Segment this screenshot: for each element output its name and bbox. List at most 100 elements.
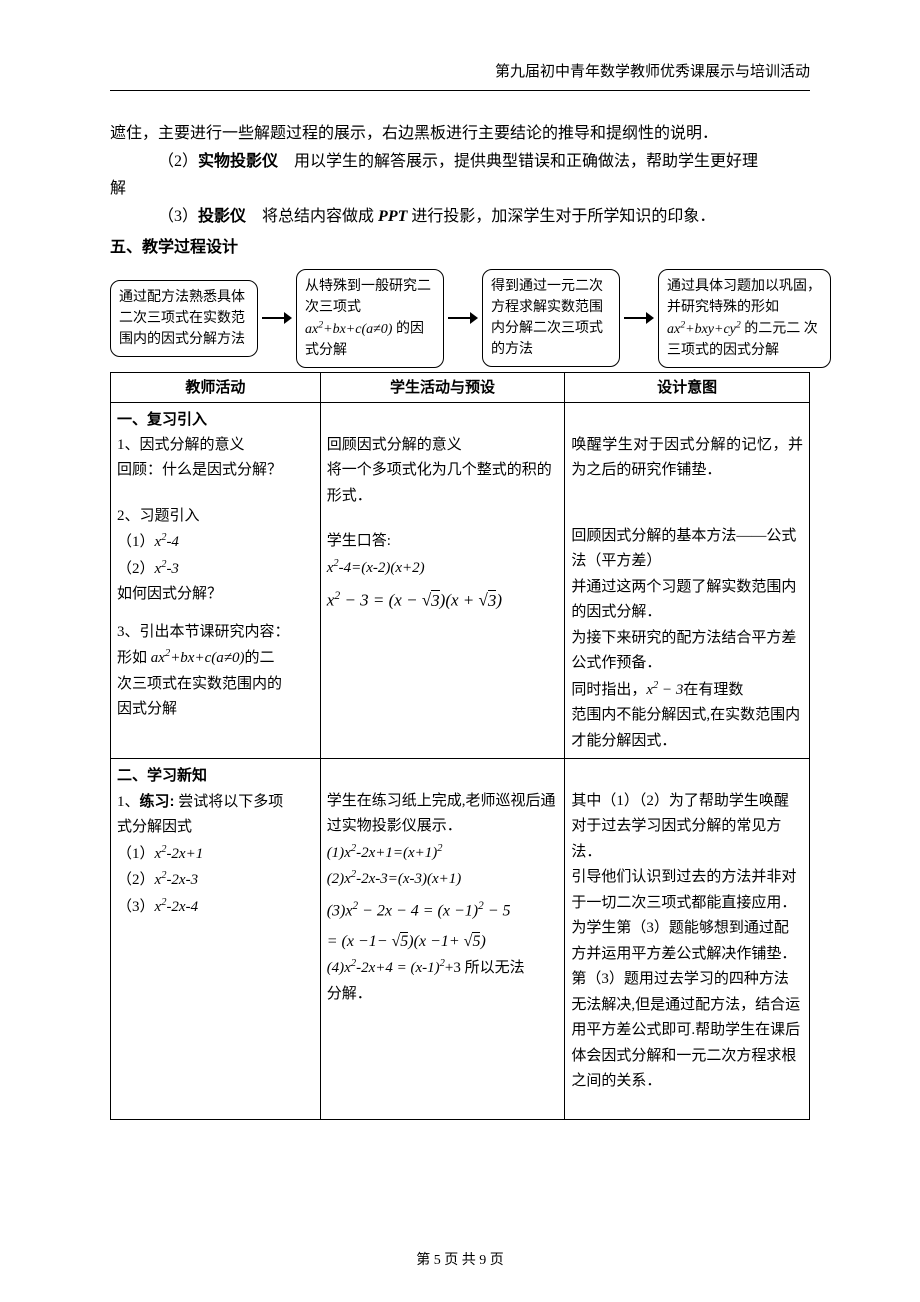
r1c3-l1: 唤醒学生对于因式分解的记忆，并为之后的研究作铺垫． — [571, 433, 803, 484]
r1c1-l4c: -4 — [166, 534, 179, 550]
r2c1-l3a: （1） — [117, 846, 155, 862]
r1c1-title: 一、复习引入 — [117, 407, 314, 433]
th-student: 学生活动与预设 — [320, 372, 565, 403]
r2c1-title: 二、学习新知 — [117, 763, 314, 789]
r1c3-l5: 同时指出，x2 − 3在有理数 — [571, 677, 803, 704]
item3-ppt: PPT — [378, 208, 407, 225]
flow4-mid: +bxy+cy — [685, 322, 736, 337]
item3-bold: 投影仪 — [198, 208, 246, 225]
r1c3-l6: 范围内不能分解因式,在实数范围内才能分解因式． — [571, 703, 803, 754]
r2c1-l1a: 1、 — [117, 794, 140, 810]
r1c3-l4: 为接下来研究的配方法结合平方差公式作预备． — [571, 626, 803, 677]
flow2-text-a: 从特殊到一般研究二次三项式 — [305, 279, 431, 315]
item3-rest-a: 将总结内容做成 — [246, 208, 378, 225]
r1c1-l5c: -3 — [166, 561, 179, 577]
r1c1-l9: 次三项式在实数范围内的 — [117, 672, 314, 698]
r2c1-l5c: -2x-4 — [166, 899, 198, 915]
r2c2-l5a: (4) — [327, 960, 345, 976]
r2c3-l2: 引导他们认识到过去的方法并非对于一切二次三项式都能直接应用． — [571, 865, 803, 916]
r2c2-l3a: (2) — [327, 871, 345, 887]
r2c1-l4c: -2x-3 — [166, 872, 198, 888]
page: 第九届初中青年数学教师优秀课展示与培训活动 遮住，主要进行一些解题过程的展示，右… — [0, 0, 920, 1302]
r1c1-l1: 1、因式分解的意义 — [117, 433, 314, 459]
intro-item-2-cont: 解 — [110, 176, 810, 202]
table-header-row: 教师活动 学生活动与预设 设计意图 — [111, 372, 810, 403]
r2c2-eq3: (3)x2 − 2x − 4 = (x −1)2 − 5 — [327, 897, 559, 925]
cell-r1c2: 回顾因式分解的意义 将一个多项式化为几个整式的积的形式． 学生口答: x2-4=… — [320, 403, 565, 759]
flow4-ax: ax — [667, 322, 680, 337]
r1c1-l3: 2、习题引入 — [117, 504, 314, 530]
r2c2-eq4b: )(x −1+ — [408, 933, 463, 950]
r1c1-l8c: +bx+c(a≠0) — [170, 650, 244, 666]
r1c1-l8a: 形如 — [117, 650, 151, 666]
r2c2-eq3b: − 2x − 4 = (x −1) — [358, 902, 478, 919]
r2c1-l3c: -2x+1 — [166, 846, 203, 862]
r2c2-l3c: -2x-3=(x-3)(x+1) — [356, 871, 461, 887]
r1c1-l4: （1）x2-4 — [117, 529, 314, 556]
r1c2-l4: x2-4=(x-2)(x+2) — [327, 555, 559, 582]
flowchart: 通过配方法熟悉具体二次三项式在实数范围内的因式分解方法 从特殊到一般研究二次三项… — [110, 269, 810, 368]
table-row: 二、学习新知 1、练习: 尝试将以下多项 式分解因式 （1）x2-2x+1 （2… — [111, 759, 810, 1120]
r1c2-l2: 将一个多项式化为几个整式的积的形式． — [327, 458, 559, 509]
r2c2-l5c: -2x+4 = (x-1) — [356, 960, 440, 976]
arrow-icon — [262, 308, 292, 328]
flow4-text-a: 通过具体习题加以巩固，并研究特殊的形如 — [667, 279, 821, 315]
r1c2-eq-b: − 3 = (x − — [340, 591, 422, 610]
r1c2-l1: 回顾因式分解的意义 — [327, 433, 559, 459]
intro-item-2: （2）实物投影仪 用以学生的解答展示，提供典型错误和正确做法，帮助学生更好理 — [110, 149, 810, 175]
r2c2-eq4c: ) — [480, 933, 485, 950]
page-footer: 第 5 页 共 9 页 — [0, 1250, 920, 1272]
r2c2-l3: (2)x2-2x-3=(x-3)(x+1) — [327, 866, 559, 893]
flow4-math: ax2+bxy+cy2 — [667, 322, 741, 337]
th-intent: 设计意图 — [565, 372, 810, 403]
intro-line-1: 遮住，主要进行一些解题过程的展示，右边黑板进行主要结论的推导和提纲性的说明． — [110, 121, 810, 147]
r1c3-l5d: 在有理数 — [683, 682, 743, 698]
r1c1-l5: （2）x2-3 — [117, 556, 314, 583]
th-teacher: 教师活动 — [111, 372, 321, 403]
flow4-text-d: 的二元二 — [741, 322, 801, 337]
r2c1-l5: （3）x2-2x-4 — [117, 894, 314, 921]
r1c2-eq: x2 − 3 = (x − √3)(x + √3) — [327, 585, 559, 616]
r1c1-l8: 形如 ax2+bx+c(a≠0)的二 — [117, 645, 314, 672]
flow2-ax: ax — [305, 322, 318, 337]
r2c2-l5d: +3 所以无法 — [445, 960, 525, 976]
r2c1-l1b: 练习: — [140, 793, 175, 810]
flow-box-1: 通过配方法熟悉具体二次三项式在实数范围内的因式分解方法 — [110, 280, 258, 357]
r1c1-l7: 3、引出本节课研究内容： — [117, 620, 314, 646]
r1c3-l2: 回顾因式分解的基本方法——公式法（平方差） — [571, 524, 803, 575]
r1c1-l6: 如何因式分解？ — [117, 582, 314, 608]
r1c3-l5a: 同时指出， — [571, 682, 646, 698]
item2-bold: 实物投影仪 — [198, 153, 278, 170]
item3-rest-b: 进行投影，加深学生对于所学知识的印象． — [407, 208, 715, 225]
section-5-title: 五、教学过程设计 — [110, 235, 810, 261]
r2c1-l4: （2）x2-2x-3 — [117, 867, 314, 894]
table-row: 一、复习引入 1、因式分解的意义 回顾：什么是因式分解？ 2、习题引入 （1）x… — [111, 403, 810, 759]
flow-box-4: 通过具体习题加以巩固，并研究特殊的形如 ax2+bxy+cy2 的二元二 次三项… — [658, 269, 831, 368]
r1c3-l3: 并通过这两个习题了解实数范围内的因式分解． — [571, 575, 803, 626]
r2c1-l2: 式分解因式 — [117, 815, 314, 841]
r2c1-l5a: （3） — [117, 899, 155, 915]
cell-r2c3: 其中（1）（2）为了帮助学生唤醒对于过去学习因式分解的常见方法． 引导他们认识到… — [565, 759, 810, 1120]
r2c3-l1: 其中（1）（2）为了帮助学生唤醒对于过去学习因式分解的常见方法． — [571, 789, 803, 866]
r1c3-l5c: − 3 — [658, 682, 683, 698]
arrow-icon — [448, 308, 478, 328]
r2c2-eq3c: − 5 — [484, 902, 511, 919]
item2-rest: 用以学生的解答展示，提供典型错误和正确做法，帮助学生更好理 — [278, 153, 758, 170]
r1c3-l5b: x — [646, 682, 653, 698]
r2c1-l1c: 尝试将以下多项 — [175, 794, 284, 810]
cell-r1c1: 一、复习引入 1、因式分解的意义 回顾：什么是因式分解？ 2、习题引入 （1）x… — [111, 403, 321, 759]
cell-r1c3: 唤醒学生对于因式分解的记忆，并为之后的研究作铺垫． 回顾因式分解的基本方法——公… — [565, 403, 810, 759]
r2c1-l3: （1）x2-2x+1 — [117, 841, 314, 868]
r1c1-l10: 因式分解 — [117, 697, 314, 723]
r2c2-l6: 分解． — [327, 982, 559, 1008]
r2c2-eq4a: = (x −1− — [327, 933, 392, 950]
cell-r2c2: 学生在练习纸上完成,老师巡视后通过实物投影仪展示． (1)x2-2x+1=(x+… — [320, 759, 565, 1120]
r2c2-l1: 学生在练习纸上完成,老师巡视后通过实物投影仪展示． — [327, 789, 559, 840]
r2c1-l1: 1、练习: 尝试将以下多项 — [117, 789, 314, 816]
r2c2-eq3a: (3)x — [327, 902, 353, 919]
flow2-math: ax2+bx+c(a≠0) — [305, 322, 392, 337]
r1c2-eq-d: ) — [496, 591, 502, 610]
flow2-rest: +bx+c(a≠0) — [323, 322, 392, 337]
item2-label: （2） — [158, 153, 198, 170]
r2c2-l5: (4)x2-2x+4 = (x-1)2+3 所以无法 — [327, 955, 559, 982]
